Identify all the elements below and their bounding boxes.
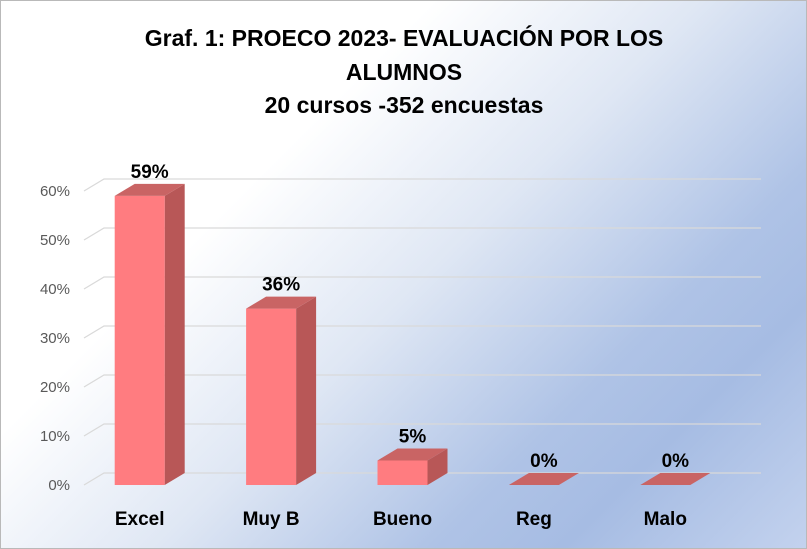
x-tick-label: Muy B: [243, 509, 300, 530]
data-label: 36%: [262, 275, 300, 296]
y-tick-label: 20%: [40, 379, 70, 396]
data-label: 0%: [530, 451, 558, 472]
bar-top: [377, 448, 448, 461]
bar-top: [508, 473, 579, 485]
gridline: [83, 276, 761, 290]
y-tick-label: 60%: [40, 183, 70, 200]
y-tick-label: 40%: [40, 281, 70, 298]
bar-side: [296, 296, 317, 485]
bar-front: [377, 460, 428, 485]
y-tick-label: 10%: [40, 428, 70, 445]
bar-front: [114, 195, 165, 485]
y-tick-label: 30%: [40, 330, 70, 347]
x-tick-label: Bueno: [373, 509, 432, 530]
gridline: [83, 325, 761, 339]
y-axis: 0% 10% 20% 30% 40% 50% 60%: [40, 183, 70, 494]
data-label: 0%: [662, 451, 690, 472]
bar: [508, 473, 579, 485]
gridline: [83, 374, 761, 388]
gridlines: [83, 178, 761, 486]
gridline: [83, 178, 761, 192]
x-tick-label: Reg: [516, 509, 552, 530]
x-axis: Excel Muy B Bueno Reg Malo: [115, 509, 687, 530]
y-tick-label: 50%: [40, 232, 70, 249]
bar: [377, 448, 448, 485]
x-tick-label: Excel: [115, 509, 165, 530]
x-tick-label: Malo: [644, 509, 687, 530]
bar-side: [164, 183, 185, 485]
bar: [640, 473, 711, 485]
bar-front: [246, 308, 297, 485]
bars: [114, 183, 711, 485]
chart-title-line-2: ALUMNOS: [346, 59, 462, 85]
gridline: [83, 227, 761, 241]
bar-side: [427, 448, 448, 485]
bar-top: [114, 183, 185, 196]
bar: [246, 296, 317, 485]
data-label: 5%: [399, 427, 427, 448]
chart-title-line-1: Graf. 1: PROECO 2023- EVALUACIÓN POR LOS: [145, 24, 663, 51]
data-labels: 59% 36% 5% 0% 0%: [131, 162, 689, 472]
y-tick-label: 0%: [48, 477, 70, 494]
bar-top: [640, 473, 711, 485]
gridline: [83, 423, 761, 437]
chart-title-line-3: 20 cursos -352 encuestas: [265, 92, 544, 118]
bar: [114, 183, 185, 485]
data-label: 59%: [131, 162, 169, 183]
bar-top: [246, 296, 317, 309]
chart-title: Graf. 1: PROECO 2023- EVALUACIÓN POR LOS…: [145, 24, 663, 118]
